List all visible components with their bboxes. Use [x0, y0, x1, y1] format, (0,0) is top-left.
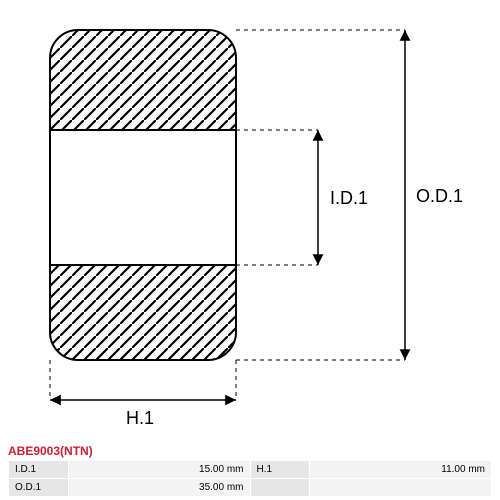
- part-number-title: ABE9003(NTN): [8, 444, 93, 458]
- spec-label: H.1: [250, 461, 310, 479]
- spec-value: 35.00 mm: [68, 479, 250, 497]
- spec-value: [310, 479, 492, 497]
- spec-label: [250, 479, 310, 497]
- dim-label-id1: I.D.1: [330, 188, 368, 208]
- spec-label: O.D.1: [9, 479, 69, 497]
- dim-label-od1: O.D.1: [416, 186, 463, 206]
- spec-value: 11.00 mm: [310, 461, 492, 479]
- table-row: I.D.1 15.00 mm H.1 11.00 mm: [9, 461, 492, 479]
- spec-label: I.D.1: [9, 461, 69, 479]
- spec-table: I.D.1 15.00 mm H.1 11.00 mm O.D.1 35.00 …: [8, 460, 492, 497]
- spec-value: 15.00 mm: [68, 461, 250, 479]
- table-row: O.D.1 35.00 mm: [9, 479, 492, 497]
- dim-label-h1: H.1: [126, 408, 154, 428]
- bearing-cross-section-diagram: O.D.1 I.D.1 H.1: [0, 0, 500, 440]
